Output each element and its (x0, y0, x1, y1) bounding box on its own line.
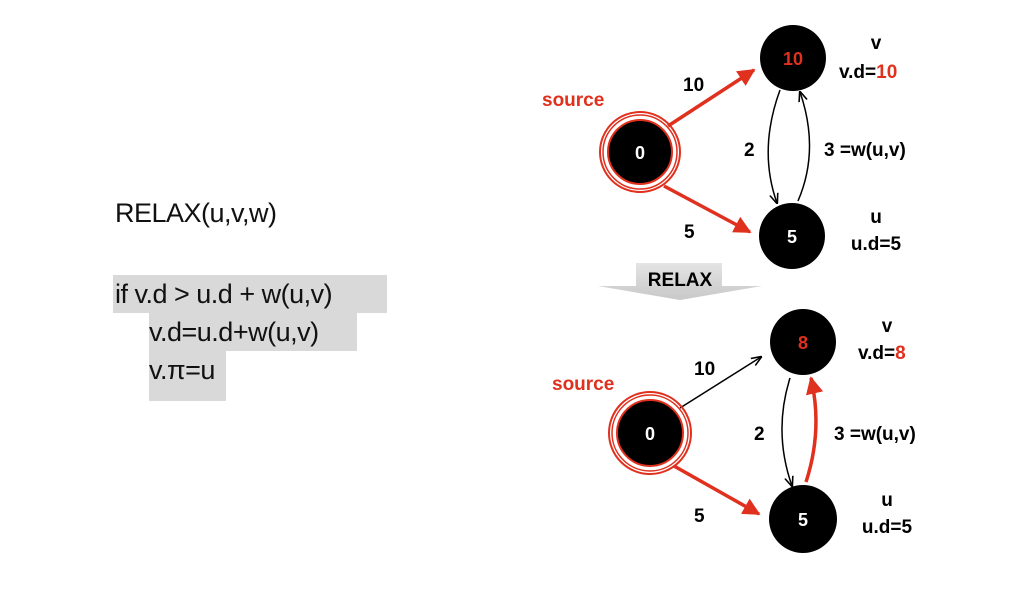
node-source (607, 119, 673, 185)
node-v (770, 309, 836, 375)
v-distance-value: 8 (895, 343, 906, 364)
source-highlight-ring-inner (611, 394, 689, 472)
source-highlight-ring (608, 391, 692, 475)
u-name-label: u (881, 490, 893, 511)
graph-after: 0 8 5 source 10 5 2 3 =w(u,v) v v.d=8 u … (552, 309, 916, 553)
edge-source-u-weight: 5 (684, 222, 695, 243)
edge-u-v (797, 92, 811, 202)
node-v-label: 10 (783, 49, 803, 69)
v-name-label: v (871, 33, 882, 54)
code-line-condition: if v.d > u.d + w(u,v) (113, 275, 387, 313)
node-u-label: 5 (787, 227, 797, 247)
u-distance-label: u.d=5 (851, 234, 902, 255)
edge-source-v (679, 357, 761, 409)
code-line-update-predecessor: v.π=u (149, 351, 226, 401)
v-name-label: v (882, 316, 893, 337)
node-source-label: 0 (635, 143, 645, 163)
relax-arrow-label: RELAX (648, 270, 713, 291)
source-highlight-ring (599, 111, 681, 193)
node-u-label: 5 (798, 510, 808, 530)
relax-transition: RELAX (598, 263, 762, 300)
node-source-label: 0 (645, 424, 655, 444)
edge-source-u (663, 184, 752, 234)
v-distance-label: v.d=10 (839, 62, 897, 83)
v-distance-prefix: v.d= (858, 343, 895, 364)
source-label: source (542, 90, 604, 111)
edge-u-v-weight: 3 =w(u,v) (834, 424, 916, 445)
edge-source-v-weight: 10 (683, 75, 704, 96)
node-u (759, 203, 825, 269)
edge-u-v-relaxed (804, 376, 824, 483)
edge-v-u (781, 377, 792, 486)
edge-source-u (673, 464, 761, 516)
v-distance-label: v.d=8 (858, 343, 906, 364)
v-distance-prefix: v.d= (839, 62, 876, 83)
node-u (769, 485, 837, 553)
edge-v-u-weight: 2 (754, 424, 765, 445)
edge-u-v-weight: 3 =w(u,v) (824, 140, 906, 161)
code-line-update-distance: v.d=u.d+w(u,v) (149, 313, 357, 351)
relax-function-title: RELAX(u,v,w) (115, 198, 277, 228)
edge-source-v-weight: 10 (694, 359, 715, 380)
v-distance-value: 10 (876, 62, 897, 83)
graph-before: 0 10 5 source 10 5 2 3 =w(u,v) v v.d=10 … (542, 25, 906, 269)
u-name-label: u (870, 207, 882, 228)
node-v (760, 25, 826, 91)
relax-arrow-shape (598, 263, 762, 300)
u-distance-label: u.d=5 (862, 517, 913, 538)
node-v-label: 8 (798, 333, 808, 353)
edge-v-u (767, 89, 781, 203)
node-source (616, 399, 684, 467)
edge-source-v (667, 68, 756, 128)
edge-v-u-weight: 2 (744, 140, 755, 161)
source-label: source (552, 374, 614, 395)
edge-source-u-weight: 5 (694, 506, 705, 527)
source-highlight-ring-inner (602, 114, 678, 190)
